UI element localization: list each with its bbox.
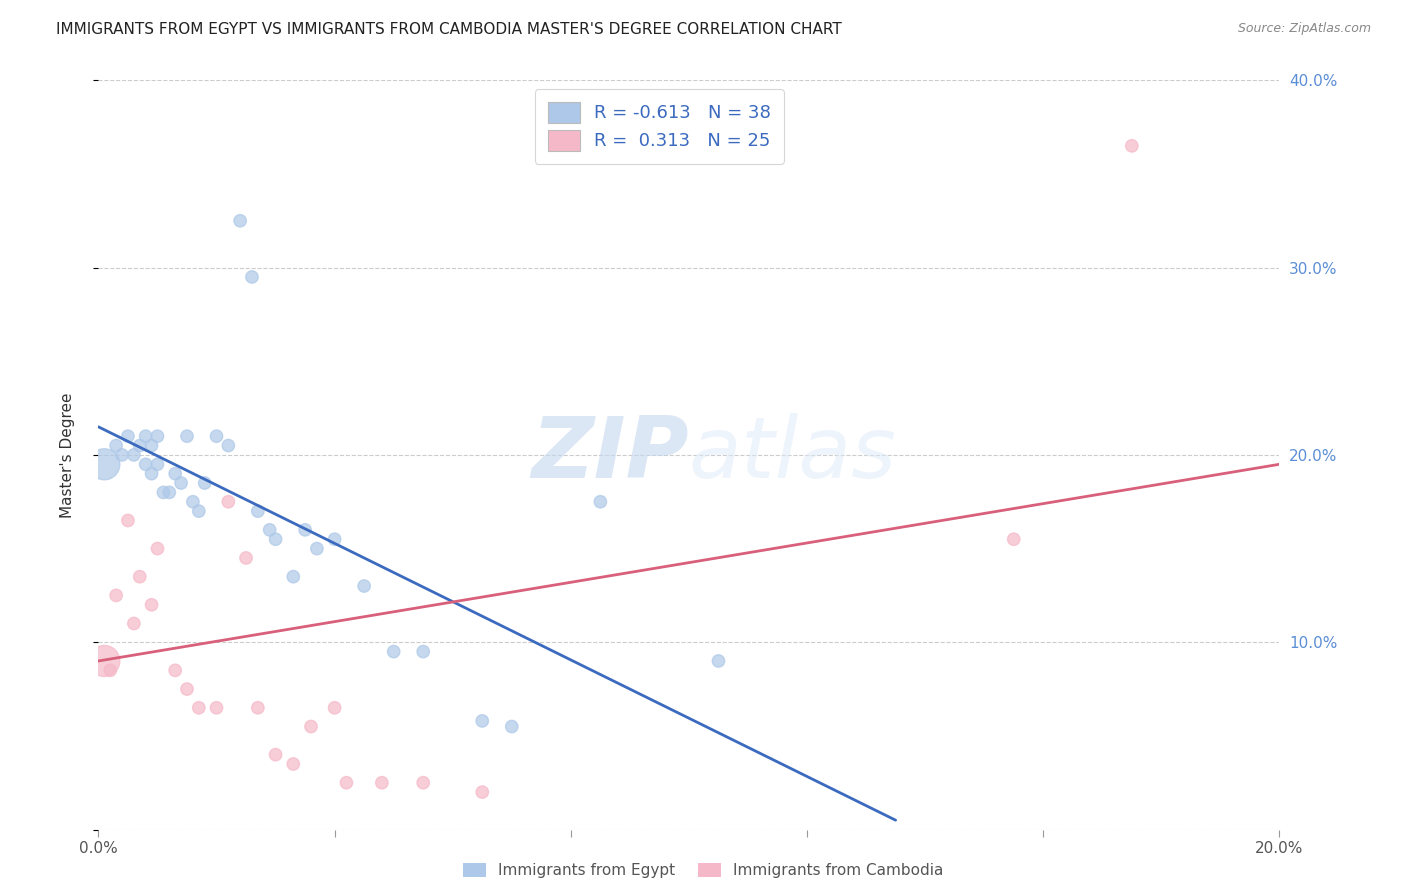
Point bbox=[1121, 138, 1143, 153]
Point bbox=[305, 541, 328, 556]
Point bbox=[283, 570, 305, 584]
Point bbox=[141, 439, 163, 453]
Point bbox=[98, 664, 121, 678]
Point bbox=[217, 494, 239, 508]
Point bbox=[176, 682, 198, 697]
Point bbox=[707, 654, 730, 668]
Point bbox=[122, 616, 145, 631]
Point bbox=[165, 467, 187, 481]
Point bbox=[382, 644, 405, 658]
Point bbox=[187, 504, 209, 518]
Text: atlas: atlas bbox=[689, 413, 897, 497]
Point bbox=[176, 429, 198, 443]
Point bbox=[371, 776, 394, 790]
Point bbox=[187, 701, 209, 715]
Point bbox=[141, 598, 163, 612]
Point bbox=[93, 654, 115, 668]
Point bbox=[205, 429, 228, 443]
Point bbox=[141, 467, 163, 481]
Point bbox=[181, 494, 204, 508]
Point bbox=[128, 439, 150, 453]
Point bbox=[170, 476, 193, 491]
Point bbox=[205, 701, 228, 715]
Text: IMMIGRANTS FROM EGYPT VS IMMIGRANTS FROM CAMBODIA MASTER'S DEGREE CORRELATION CH: IMMIGRANTS FROM EGYPT VS IMMIGRANTS FROM… bbox=[56, 22, 842, 37]
Text: Source: ZipAtlas.com: Source: ZipAtlas.com bbox=[1237, 22, 1371, 36]
Point bbox=[264, 532, 287, 546]
Point bbox=[128, 570, 150, 584]
Point bbox=[240, 269, 263, 284]
Point bbox=[146, 541, 169, 556]
Point bbox=[122, 448, 145, 462]
Point bbox=[105, 589, 128, 603]
Point bbox=[501, 719, 523, 733]
Point bbox=[412, 776, 434, 790]
Point bbox=[471, 714, 494, 728]
Point bbox=[335, 776, 357, 790]
Point bbox=[93, 457, 115, 471]
Point bbox=[152, 485, 174, 500]
Point bbox=[294, 523, 316, 537]
Point bbox=[117, 514, 139, 528]
Point bbox=[229, 213, 252, 227]
Point bbox=[235, 551, 257, 566]
Point bbox=[146, 429, 169, 443]
Legend: R = -0.613   N = 38, R =  0.313   N = 25: R = -0.613 N = 38, R = 0.313 N = 25 bbox=[534, 89, 785, 163]
Point bbox=[589, 494, 612, 508]
Point bbox=[353, 579, 375, 593]
Point bbox=[471, 785, 494, 799]
Point bbox=[111, 448, 134, 462]
Point bbox=[246, 701, 269, 715]
Legend: Immigrants from Egypt, Immigrants from Cambodia: Immigrants from Egypt, Immigrants from C… bbox=[457, 857, 949, 884]
Point bbox=[105, 439, 128, 453]
Point bbox=[135, 429, 157, 443]
Text: ZIP: ZIP bbox=[531, 413, 689, 497]
Point bbox=[283, 756, 305, 771]
Point bbox=[323, 532, 346, 546]
Point bbox=[259, 523, 281, 537]
Point bbox=[165, 664, 187, 678]
Point bbox=[217, 439, 239, 453]
Point bbox=[246, 504, 269, 518]
Y-axis label: Master's Degree: Master's Degree bbox=[60, 392, 75, 517]
Point bbox=[1002, 532, 1025, 546]
Point bbox=[135, 457, 157, 471]
Point bbox=[146, 457, 169, 471]
Point bbox=[299, 719, 322, 733]
Point bbox=[264, 747, 287, 762]
Point bbox=[323, 701, 346, 715]
Point bbox=[194, 476, 217, 491]
Point bbox=[157, 485, 180, 500]
Point bbox=[117, 429, 139, 443]
Point bbox=[412, 644, 434, 658]
